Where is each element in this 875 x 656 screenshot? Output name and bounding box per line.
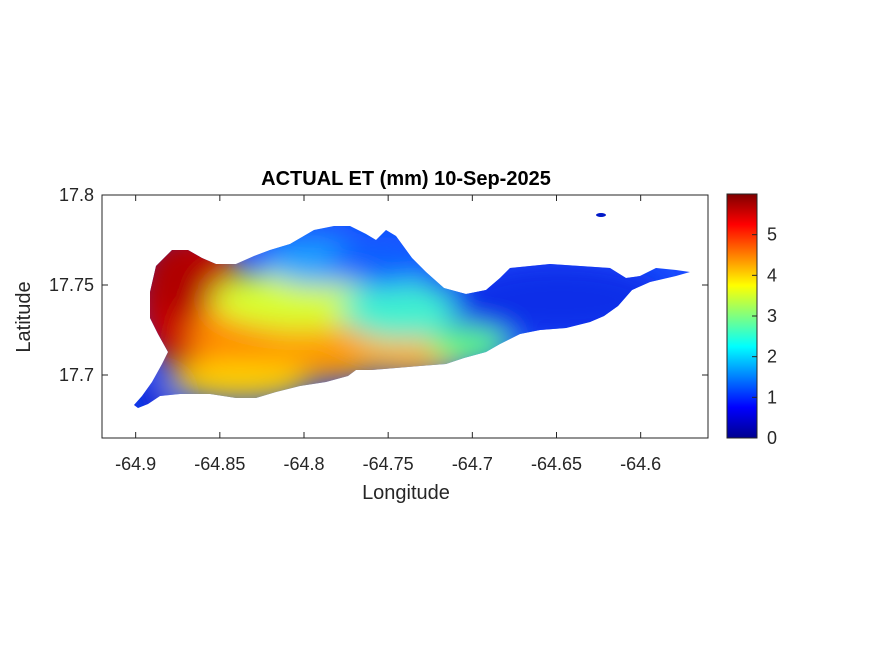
y-axis: 17.7 17.75 17.8	[49, 185, 708, 385]
x-tick-label: -64.85	[194, 454, 245, 474]
colorbar-tick-label: 5	[767, 225, 777, 245]
y-tick-label: 17.7	[59, 365, 94, 385]
chart-title: ACTUAL ET (mm) 10-Sep-2025	[261, 168, 551, 190]
colorbar-axis: 0 1 2 3 4 5	[752, 225, 777, 448]
y-tick-label: 17.75	[49, 275, 94, 295]
y-tick-label: 17.8	[59, 185, 94, 205]
colorbar-tick-label: 3	[767, 306, 777, 326]
x-tick-label: -64.8	[283, 454, 324, 474]
x-tick-label: -64.75	[363, 454, 414, 474]
x-axis: -64.9 -64.85 -64.8 -64.75 -64.7 -64.65 -64.6	[115, 195, 661, 474]
x-tick-label: -64.7	[452, 454, 493, 474]
colorbar-tick-label: 0	[767, 428, 777, 448]
x-axis-label: Longitude	[362, 482, 450, 504]
x-tick-label: -64.6	[620, 454, 661, 474]
colorbar-tick-label: 4	[767, 265, 777, 285]
x-tick-label: -64.9	[115, 454, 156, 474]
x-tick-label: -64.65	[531, 454, 582, 474]
y-axis-label: Latitude	[13, 281, 35, 352]
colorbar-tick-label: 1	[767, 387, 777, 407]
colorbar-tick-label: 2	[767, 347, 777, 367]
islet-marker	[596, 213, 606, 217]
